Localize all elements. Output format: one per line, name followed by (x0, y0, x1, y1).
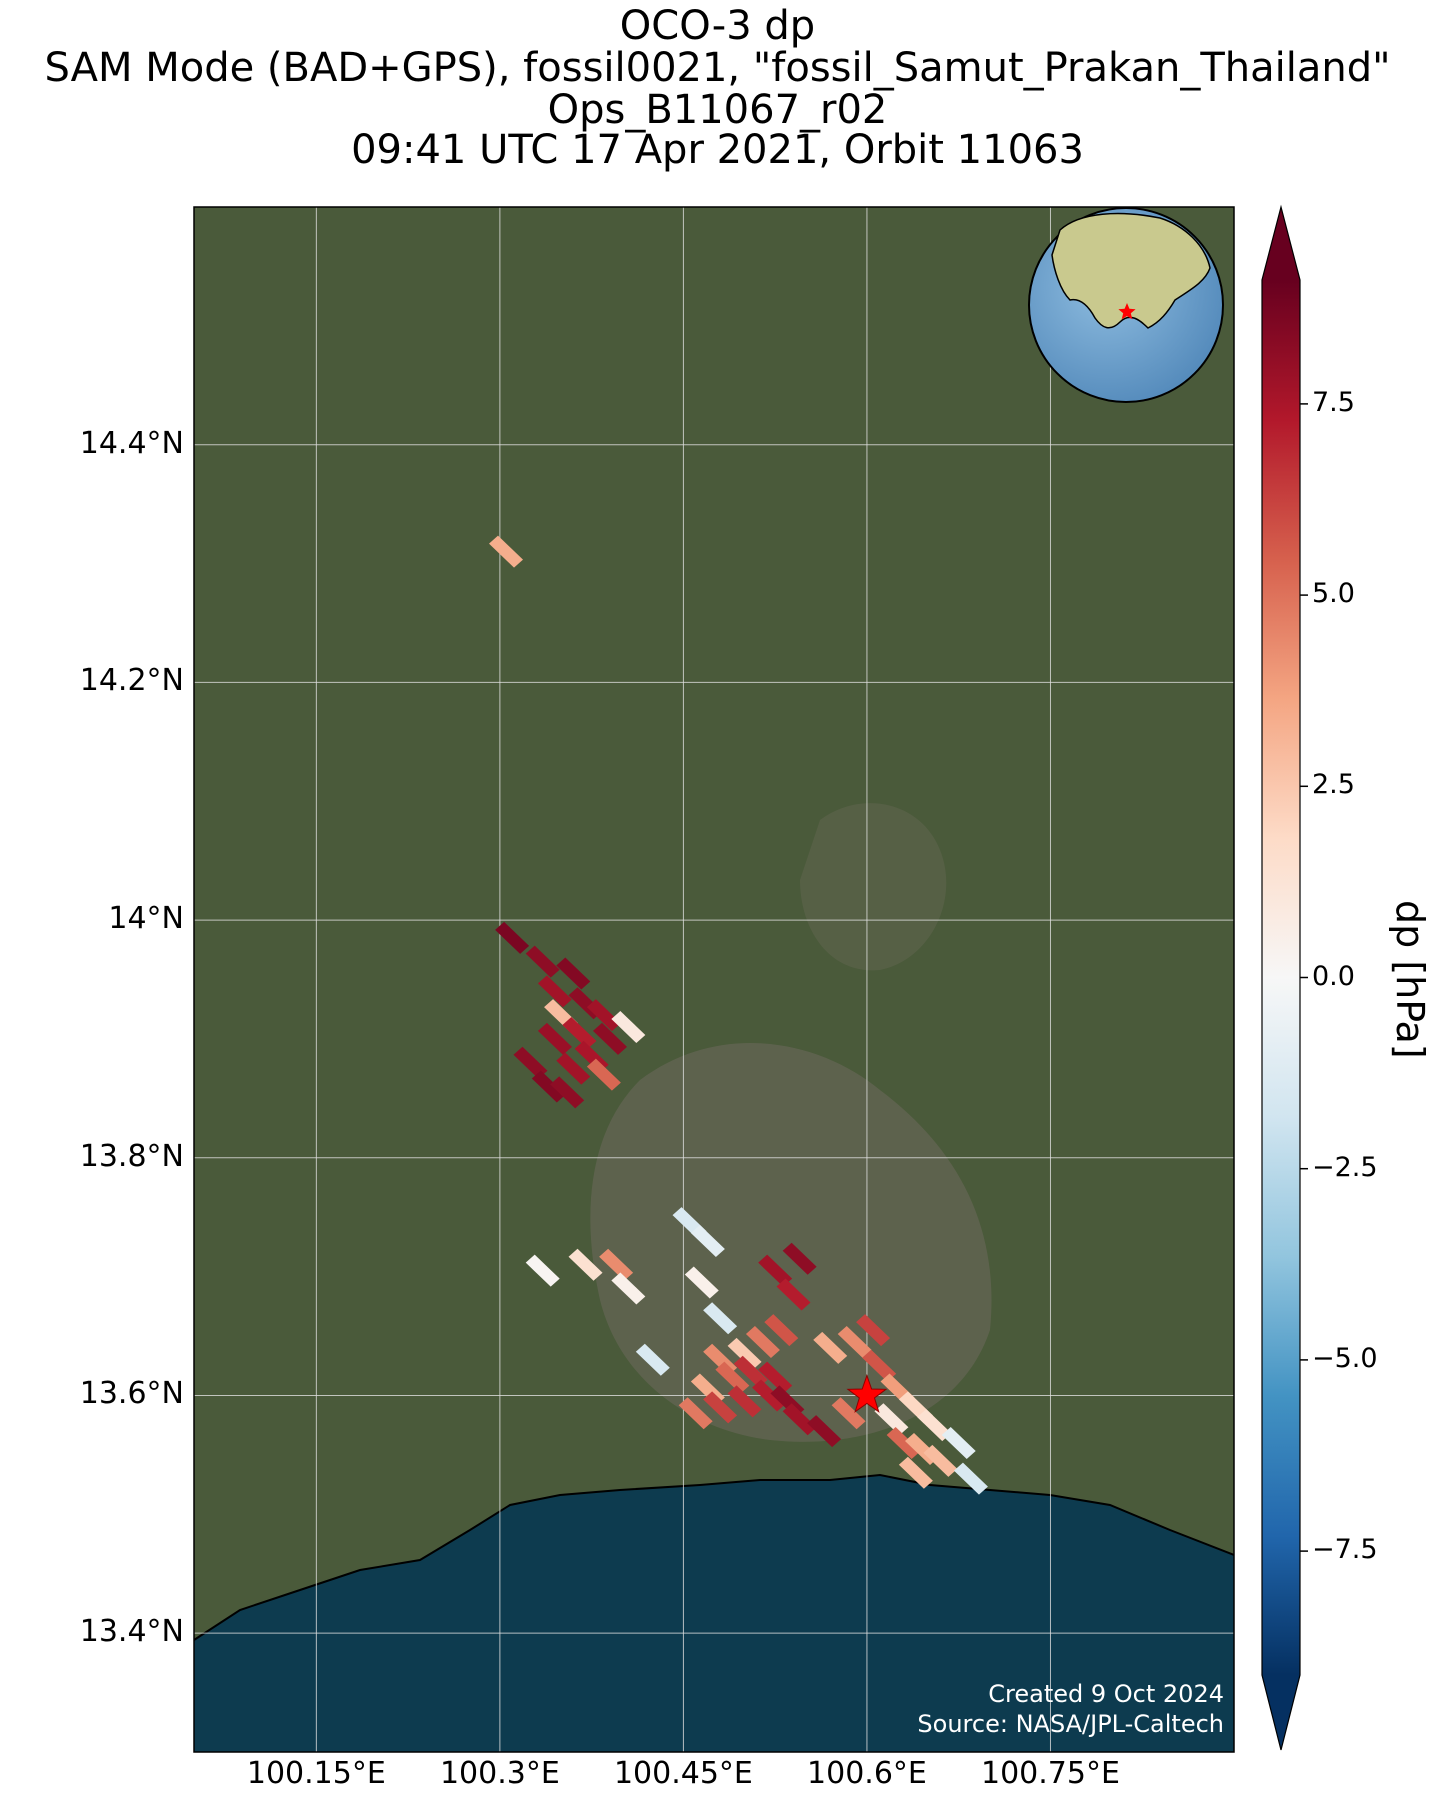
sounding-footprint (489, 535, 523, 568)
colorbar-outline (1261, 204, 1301, 1751)
sounding-footprint (690, 1224, 725, 1257)
title-line-2: SAM Mode (BAD+GPS), fossil0021, "fossil_… (44, 45, 1391, 91)
colorbar-extend-max (1262, 207, 1300, 280)
lon-tick-label: 100.6°E (807, 1756, 927, 1791)
soundings-layer (489, 535, 988, 1495)
sounding-footprint (556, 1052, 591, 1085)
sounding-footprint (807, 1415, 842, 1448)
colorbar-tick-marks (1300, 403, 1308, 1552)
sounding-footprint (727, 1337, 762, 1370)
sounding-footprint (556, 957, 591, 990)
sounding-footprint (525, 945, 560, 978)
colorbar-extend-min (1262, 1675, 1300, 1750)
colorbar-tick-label: −7.5 (1312, 1534, 1378, 1566)
lat-tick-label: 14°N (108, 901, 184, 937)
map-area (194, 207, 1234, 1752)
sounding-footprint (611, 1272, 646, 1305)
lat-tick-label: 13.6°N (79, 1376, 184, 1412)
sounding-footprint (831, 1397, 866, 1430)
map-frame (193, 206, 1235, 1753)
sounding-footprint (550, 1076, 585, 1109)
lon-tick-label: 100.75°E (981, 1756, 1120, 1791)
sounding-footprint (898, 1456, 933, 1489)
sounding-footprint (531, 1070, 566, 1103)
colorbar-tick-label: −5.0 (1312, 1342, 1378, 1374)
sounding-footprint (593, 1022, 627, 1055)
colorbar-body (1262, 280, 1300, 1675)
lat-tick-label: 13.8°N (79, 1138, 184, 1174)
sounding-footprint (764, 1314, 799, 1347)
sounding-footprint (703, 1302, 738, 1335)
sounding-footprint (782, 1403, 817, 1436)
colorbar-tick-label: 2.5 (1312, 769, 1355, 801)
sounding-footprint (599, 1248, 634, 1281)
inset-globe (1028, 207, 1224, 403)
sounding-footprint (537, 1022, 572, 1055)
sounding-footprint (862, 1349, 897, 1382)
sounding-footprint (495, 921, 530, 954)
sounding-footprint (758, 1361, 793, 1394)
sounding-footprint (813, 1331, 848, 1364)
colorbar-label: dp [hPa] (1388, 900, 1432, 1059)
sounding-footprint (856, 1314, 891, 1347)
credit-created: Created 9 Oct 2024 (988, 1680, 1224, 1708)
sounding-footprint (513, 1046, 548, 1079)
sounding-footprint (678, 1397, 713, 1430)
gridlines (194, 207, 1234, 1752)
sounding-footprint (562, 1016, 597, 1049)
colorbar-tick-label: −2.5 (1312, 1151, 1378, 1183)
sounding-footprint (525, 1254, 560, 1287)
sounding-footprint (745, 1325, 780, 1358)
colorbar-tick-label: 7.5 (1312, 386, 1355, 418)
lon-tick-label: 100.15°E (246, 1756, 386, 1791)
lat-tick-label: 13.4°N (79, 1614, 184, 1650)
sounding-footprint (715, 1361, 750, 1394)
globe-land-asia (1051, 212, 1211, 329)
sounding-footprint (923, 1444, 958, 1477)
title-line-1: OCO-3 dp (619, 3, 816, 49)
globe-target-star (1118, 303, 1136, 320)
sounding-footprint (941, 1427, 976, 1459)
colorbar (1261, 204, 1308, 1751)
title-line-3: Ops_B11067_r02 (547, 87, 888, 133)
lon-tick-label: 100.3°E (439, 1756, 560, 1791)
credit-source: Source: NASA/JPL-Caltech (917, 1710, 1224, 1738)
sounding-footprint (727, 1385, 762, 1418)
colorbar-tick-label: 0.0 (1312, 960, 1355, 992)
sounding-footprint (782, 1242, 817, 1275)
sounding-footprint (837, 1325, 872, 1358)
sounding-footprint (684, 1266, 719, 1299)
urban-area-north (800, 803, 947, 971)
sounding-footprint (611, 1011, 646, 1044)
title-line-4: 09:41 UTC 17 Apr 2021, Orbit 11063 (351, 127, 1084, 173)
target-star-marker (846, 1373, 888, 1413)
sounding-footprint (733, 1355, 768, 1388)
sea (194, 1475, 1234, 1752)
sounding-footprint (568, 1248, 603, 1281)
urban-area (590, 1042, 992, 1442)
sounding-footprint (703, 1391, 738, 1424)
lat-tick-label: 14.2°N (79, 663, 184, 699)
sounding-footprint (758, 1254, 793, 1287)
sounding-footprint (752, 1379, 787, 1412)
sounding-footprint (953, 1462, 988, 1495)
sounding-footprint (586, 1058, 621, 1091)
sounding-footprint (635, 1343, 670, 1376)
lat-tick-label: 14.4°N (79, 425, 184, 461)
sounding-footprint (537, 975, 572, 1008)
sounding-footprint (874, 1403, 909, 1436)
colorbar-tick-label: 5.0 (1312, 578, 1355, 610)
sounding-footprint (586, 999, 621, 1032)
sounding-footprint (886, 1427, 921, 1459)
lon-tick-label: 100.45°E (613, 1756, 753, 1791)
sounding-footprint (776, 1278, 811, 1311)
sounding-footprint (917, 1409, 952, 1442)
